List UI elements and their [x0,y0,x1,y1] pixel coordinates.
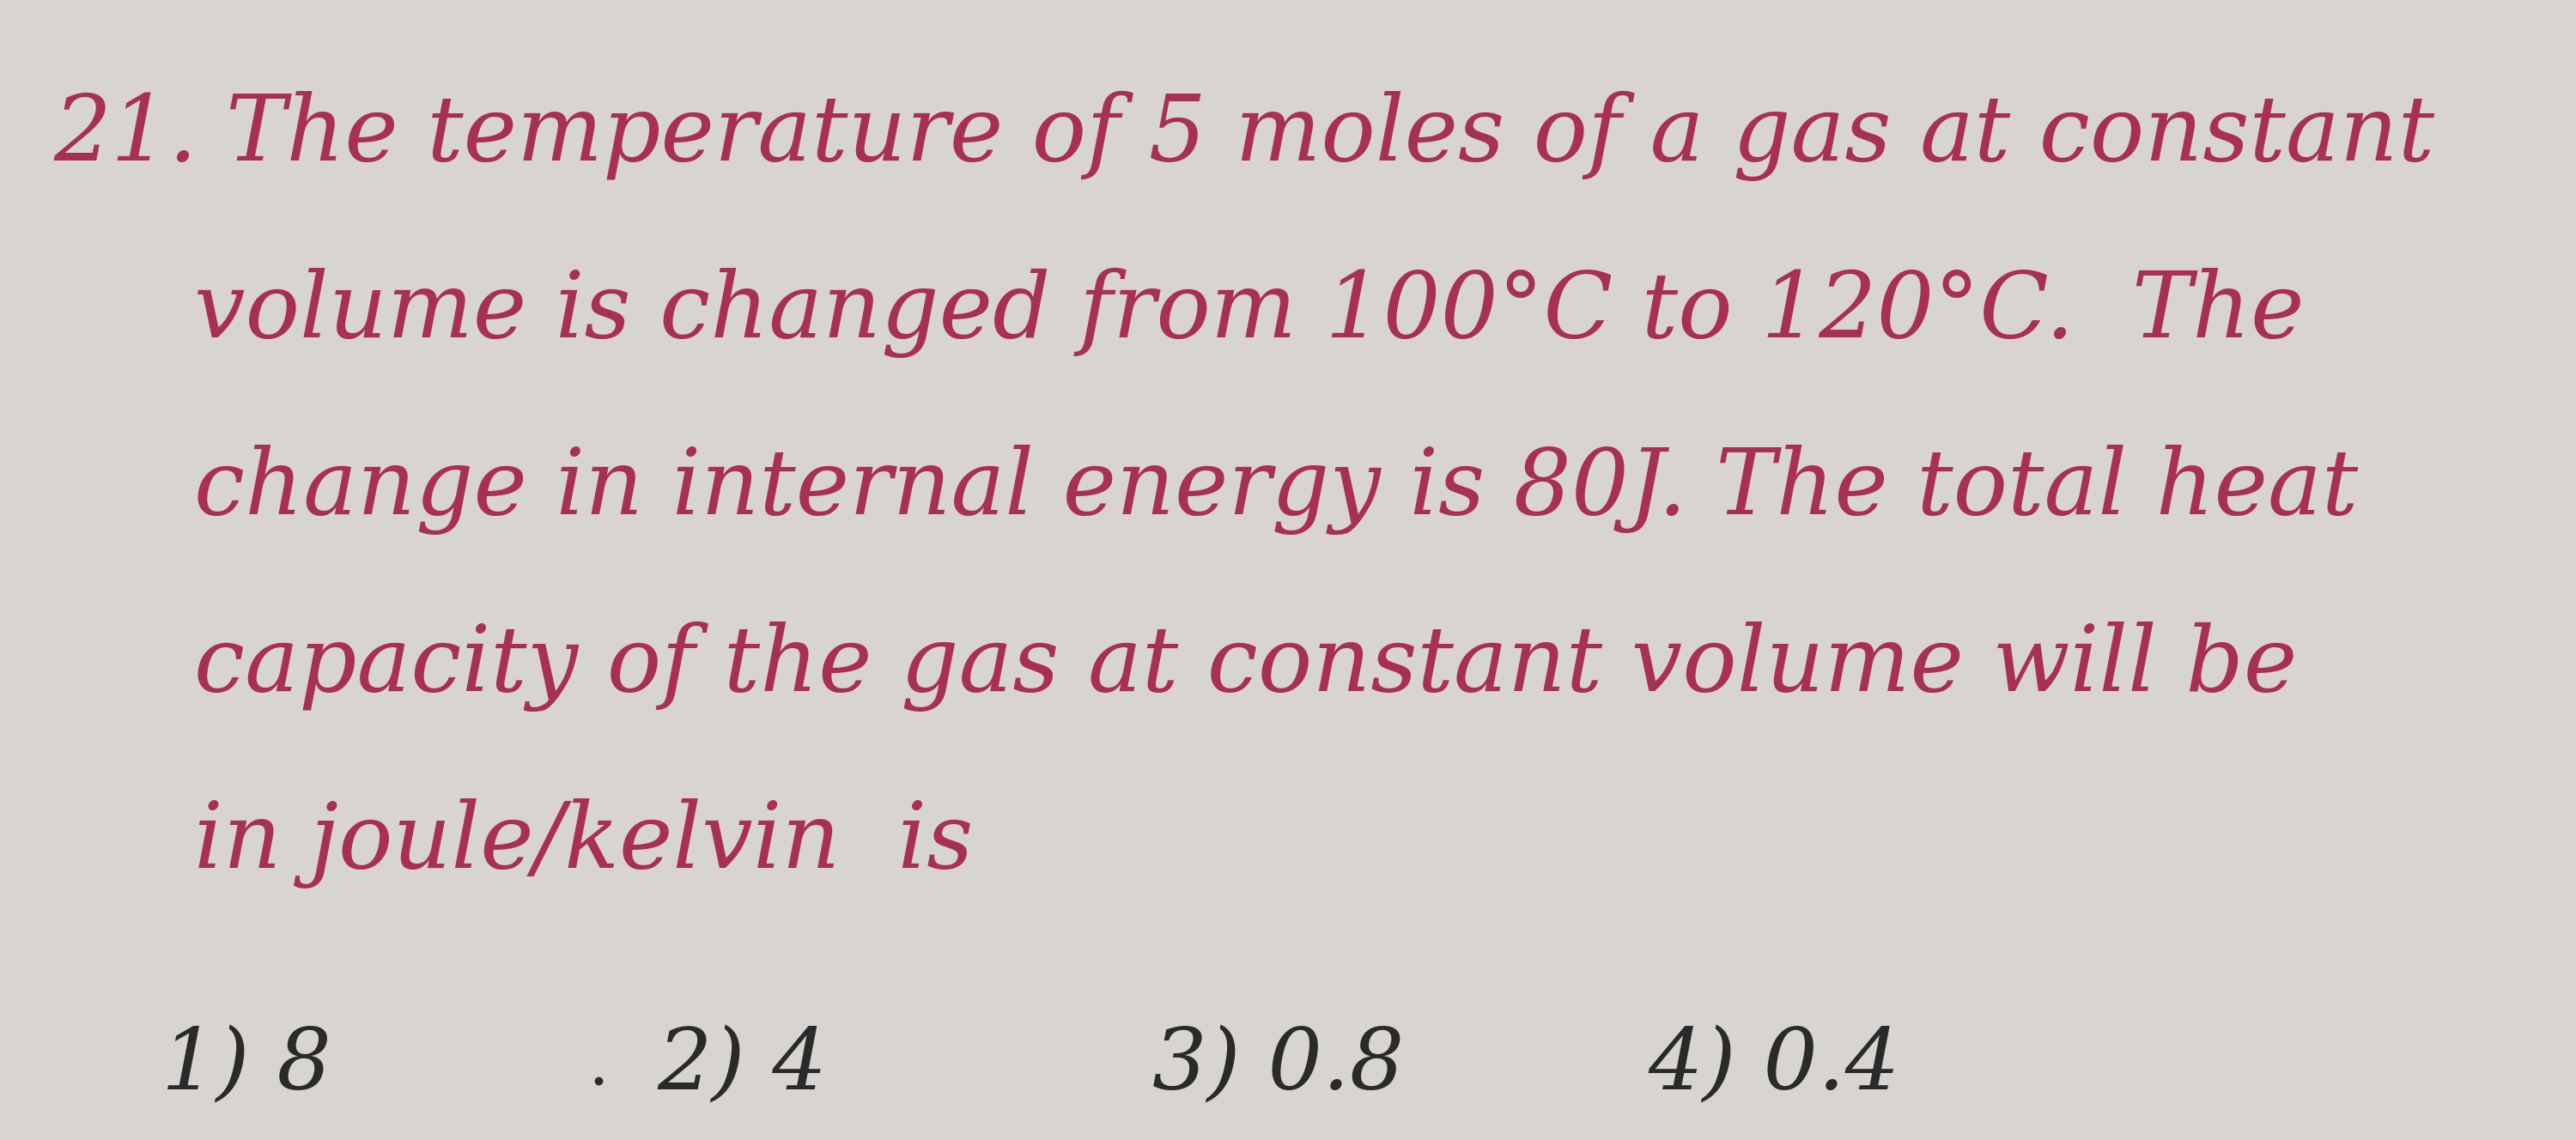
Text: capacity of the gas at constant volume will be: capacity of the gas at constant volume w… [193,621,2298,711]
Text: volume is changed from 100°C to 120°C.  The: volume is changed from 100°C to 120°C. T… [193,268,2303,358]
Text: 3) 0.8: 3) 0.8 [1151,1026,1404,1108]
Text: change in internal energy is 80J. The total heat: change in internal energy is 80J. The to… [193,445,2357,535]
Text: 2) 4: 2) 4 [657,1026,827,1108]
Text: 4) 0.4: 4) 0.4 [1649,1026,1901,1108]
Text: The temperature of 5 moles of a gas at constant: The temperature of 5 moles of a gas at c… [227,91,2434,181]
Text: 21.: 21. [54,91,198,180]
Text: 1) 8: 1) 8 [162,1026,332,1108]
Text: in joule/kelvin  is: in joule/kelvin is [193,798,974,888]
